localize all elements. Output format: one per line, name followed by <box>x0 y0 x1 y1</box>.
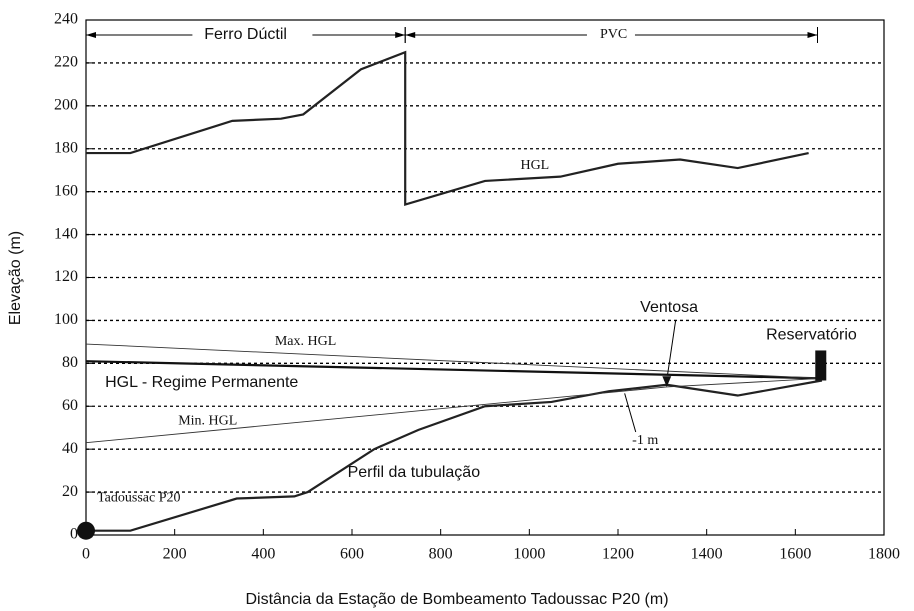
y-tick-label: 160 <box>54 182 78 199</box>
series-label: Min. HGL <box>178 413 237 428</box>
x-tick-label: 0 <box>82 546 90 563</box>
x-tick-label: 800 <box>429 546 453 563</box>
annotation: PVC <box>600 27 627 42</box>
x-tick-label: 1600 <box>779 546 811 563</box>
y-tick-label: 200 <box>54 97 78 114</box>
x-tick-label: 400 <box>251 546 275 563</box>
y-tick-label: 220 <box>54 54 78 71</box>
series-line <box>85 343 822 379</box>
label-bg <box>192 25 313 46</box>
label-bg <box>586 25 635 46</box>
x-tick-label: 1400 <box>691 546 723 563</box>
y-tick-label: 100 <box>54 311 78 328</box>
y-tick-label: 0 <box>70 526 78 543</box>
y-tick-label: 40 <box>62 440 78 457</box>
annotation: -1 m <box>632 433 658 448</box>
ventosa-marker <box>662 376 672 387</box>
annotation: Reservatório <box>766 327 857 344</box>
series-line <box>85 360 822 380</box>
series-label: HGL - Regime Permanente <box>105 374 298 391</box>
series-label: Max. HGL <box>275 334 336 349</box>
x-axis-label: Distância da Estação de Bombeamento Tado… <box>245 591 668 608</box>
series-line <box>86 379 823 532</box>
pump-station <box>77 521 95 540</box>
plot-frame <box>85 19 885 536</box>
annotation: Tadoussac P20 <box>97 491 180 506</box>
y-tick-label: 240 <box>54 11 78 28</box>
reservoir <box>815 350 827 381</box>
y-tick-label: 20 <box>62 483 78 500</box>
series-line <box>85 377 822 444</box>
annotation: Ferro Dúctil <box>204 26 287 43</box>
y-tick-label: 120 <box>54 268 78 285</box>
y-tick-label: 80 <box>62 354 78 371</box>
series-label: HGL <box>520 158 549 173</box>
y-tick-label: 140 <box>54 225 78 242</box>
y-tick-label: 180 <box>54 139 78 156</box>
pointer-arrow <box>667 320 677 375</box>
annotation: Ventosa <box>640 299 698 316</box>
x-tick-label: 1800 <box>868 546 900 563</box>
x-tick-label: 600 <box>340 546 364 563</box>
series-line <box>86 50 809 207</box>
x-tick-label: 1200 <box>602 546 634 563</box>
y-tick-label: 60 <box>62 397 78 414</box>
pointer-arrow <box>624 393 637 433</box>
y-axis-label: Elevação (m) <box>7 231 24 325</box>
series-label: Perfil da tubulação <box>348 464 481 481</box>
x-tick-label: 1000 <box>513 546 545 563</box>
x-tick-label: 200 <box>163 546 187 563</box>
